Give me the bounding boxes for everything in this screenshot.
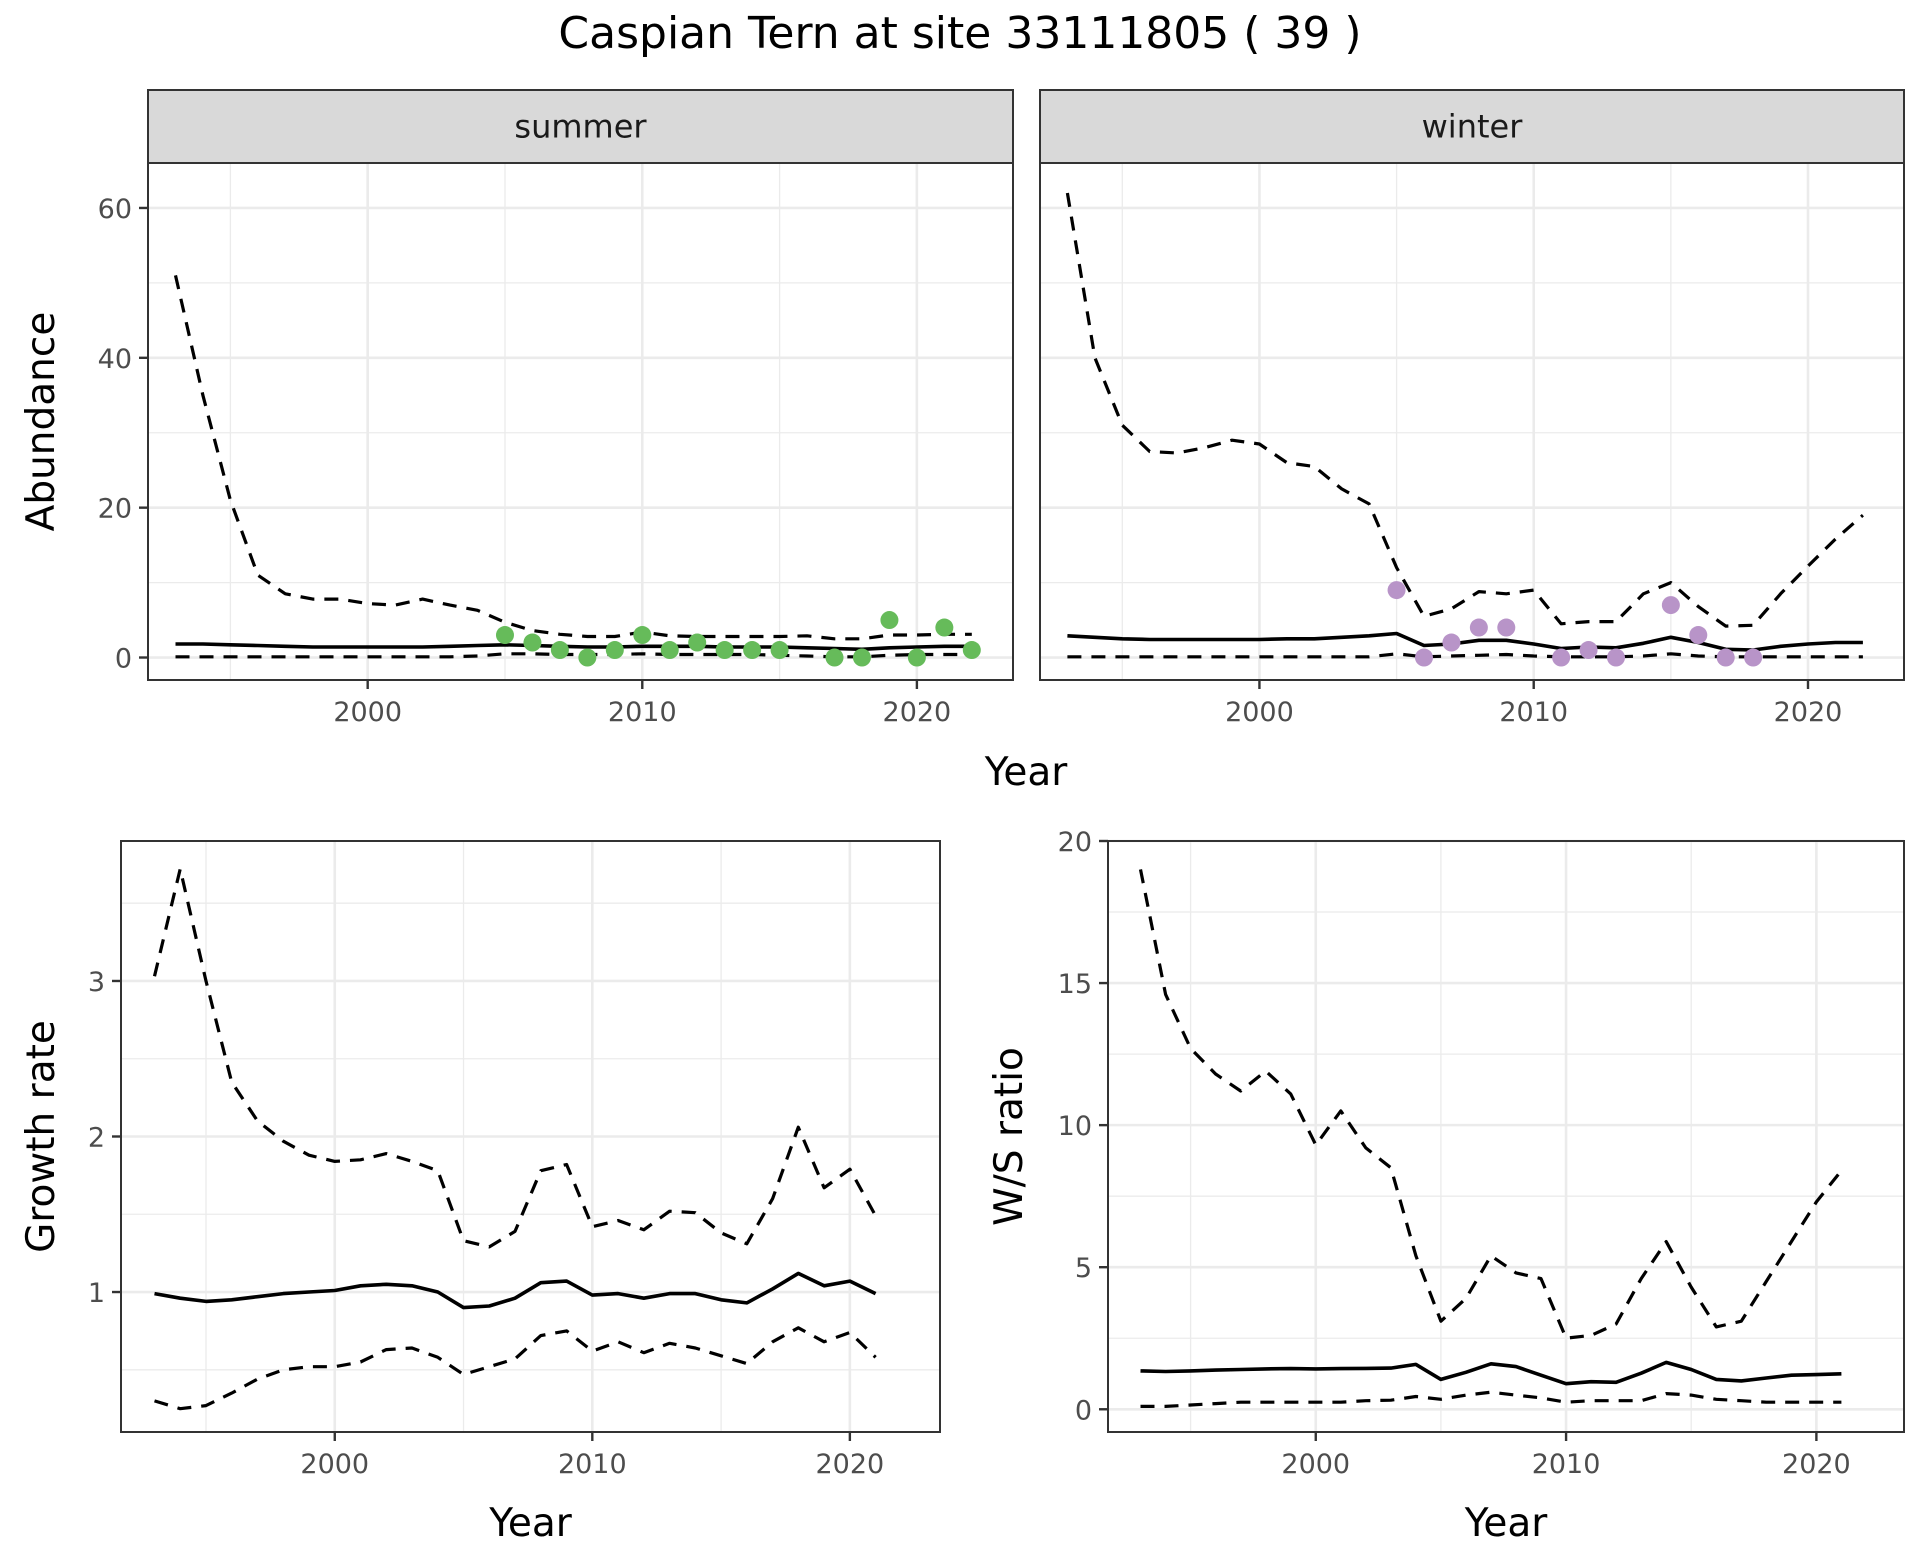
observed-point: [1469, 618, 1488, 637]
observed-point: [907, 648, 926, 667]
observed-point: [578, 648, 597, 667]
x-tick-label: 2020: [1782, 1449, 1851, 1480]
upper-ci-line: [1065, 192, 1864, 628]
lower-ci-line: [175, 652, 972, 659]
y-tick-label: 15: [1058, 969, 1092, 1000]
observed-point: [633, 626, 652, 645]
observed-point: [688, 633, 707, 652]
x-tick-label: 2010: [558, 1449, 627, 1480]
upper-ci-line: [173, 275, 972, 641]
x-tick-label: 2010: [608, 697, 677, 728]
observed-point: [770, 641, 789, 660]
facet-strip: [1039, 89, 1905, 164]
observed-point: [1716, 648, 1735, 667]
y-tick-label: 10: [1058, 1111, 1092, 1142]
abundance-x-axis-title: Year: [984, 750, 1069, 795]
lower-ci-line: [1140, 1390, 1842, 1408]
observed-point: [743, 641, 762, 660]
facet-strip-label: summer: [514, 108, 647, 146]
estimate-line: [175, 642, 972, 652]
x-tick-label: 2020: [815, 1449, 884, 1480]
ws-ratio-x-axis-title: Year: [1464, 1501, 1549, 1546]
growth-rate-panel: 2000 2010 2020 1 2 3: [88, 840, 941, 1480]
observed-point: [1689, 626, 1708, 645]
observed-point: [962, 641, 981, 660]
x-tick-label: 2000: [300, 1449, 369, 1480]
ws-ratio-panel: 2000 2010 2020 0 5 10 15 20: [1058, 827, 1905, 1480]
lower-ci-line: [154, 1326, 877, 1411]
x-tick-label: 2020: [1774, 697, 1843, 728]
growth-rate-x-axis-title: Year: [488, 1501, 573, 1546]
observed-point: [660, 641, 679, 660]
observed-point: [1744, 648, 1763, 667]
x-tick-label: 2000: [333, 697, 402, 728]
y-tick-label: 0: [115, 644, 132, 675]
abundance-panel-winter: 2000 2010 2020 winter: [1039, 89, 1905, 728]
abundance-y-axis-title: Abundance: [19, 312, 64, 532]
x-tick-label: 2020: [883, 697, 952, 728]
observed-point: [1415, 648, 1433, 667]
y-tick-label: 1: [88, 1278, 105, 1309]
y-tick-label: 3: [88, 967, 105, 998]
estimate-line: [154, 1271, 877, 1310]
figure-title: Caspian Tern at site 33111805 ( 39 ): [558, 8, 1361, 59]
y-tick-label: 20: [1058, 827, 1092, 858]
observed-point: [1552, 648, 1571, 667]
panel-border: [1107, 840, 1905, 1433]
upper-ci-line: [1138, 869, 1843, 1340]
abundance-panel-summer: 2000 2010 2020 0 20 40 60 summer: [98, 89, 1014, 728]
y-tick-label: 20: [98, 494, 132, 525]
observed-point: [935, 618, 954, 637]
observed-point: [550, 641, 569, 660]
x-tick-label: 2000: [1281, 1449, 1350, 1480]
observed-point: [1497, 618, 1516, 637]
growth-rate-y-axis-title: Growth rate: [19, 1020, 64, 1253]
estimate-line: [1140, 1360, 1842, 1386]
x-tick-label: 2010: [1499, 697, 1568, 728]
x-tick-label: 2000: [1225, 697, 1294, 728]
facet-strip: [147, 89, 1014, 164]
panel-border: [1039, 162, 1905, 681]
panel-border: [147, 162, 1014, 681]
observed-point: [495, 626, 514, 645]
observed-point: [852, 648, 871, 667]
observed-point: [715, 641, 734, 660]
observed-point: [1607, 648, 1625, 667]
y-tick-label: 5: [1075, 1253, 1092, 1284]
y-tick-label: 0: [1075, 1395, 1092, 1426]
observed-point: [1387, 581, 1406, 600]
observed-point: [523, 633, 542, 652]
estimate-line: [1067, 631, 1863, 652]
upper-ci-line: [152, 867, 878, 1249]
y-tick-label: 2: [88, 1123, 105, 1154]
observed-point: [880, 611, 899, 630]
y-tick-label: 60: [98, 194, 132, 225]
observed-point: [1661, 596, 1680, 615]
facet-strip-label: winter: [1422, 108, 1524, 146]
observed-point: [1442, 633, 1461, 652]
x-tick-label: 2010: [1532, 1449, 1601, 1480]
observed-point: [825, 648, 844, 667]
observed-point: [1579, 641, 1598, 660]
y-tick-label: 40: [98, 344, 132, 375]
observed-point: [605, 641, 624, 660]
lower-ci-line: [1067, 652, 1863, 659]
ws-ratio-y-axis-title: W/S ratio: [987, 1047, 1032, 1226]
